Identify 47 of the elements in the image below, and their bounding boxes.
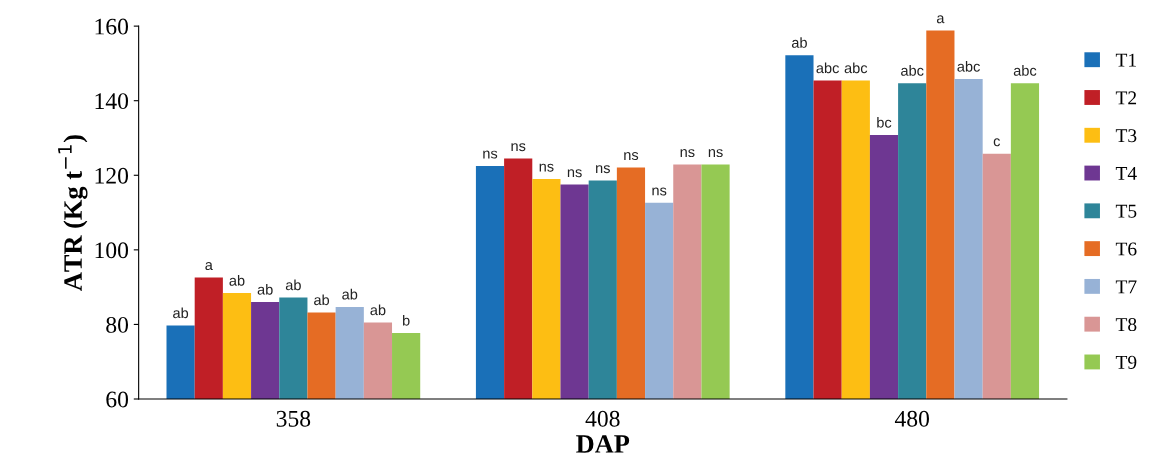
x-axis-title: DAP xyxy=(576,435,630,453)
y-tick-label: 60 xyxy=(106,391,129,408)
y-axis-title: ATR (Kg t$^{−1}$) xyxy=(58,135,88,291)
legend-label: T9 xyxy=(1115,355,1137,369)
y-tick-label: 100 xyxy=(95,242,129,259)
data-label: bc xyxy=(877,116,892,128)
data-label: abc xyxy=(957,61,980,72)
data-label: a xyxy=(936,15,945,24)
y-tick-label: 160 xyxy=(95,18,129,35)
data-label: abc xyxy=(901,65,924,76)
y-tick-label: 80 xyxy=(106,316,129,333)
data-label: ab xyxy=(342,288,358,300)
legend-label: T3 xyxy=(1115,129,1137,143)
data-label: ns xyxy=(511,143,526,152)
data-label: ns xyxy=(539,163,554,172)
data-label: ns xyxy=(624,152,639,161)
data-label: a xyxy=(205,262,213,271)
data-label: ns xyxy=(652,187,667,196)
y-tick-label: 140 xyxy=(95,93,129,110)
legend-label: T1 xyxy=(1115,53,1136,67)
legend-label: T8 xyxy=(1115,318,1137,332)
y-tick-label: 120 xyxy=(95,167,129,184)
legend-label: T5 xyxy=(1115,204,1137,218)
data-label: ab xyxy=(229,275,245,286)
data-label: ns xyxy=(567,169,582,178)
legend-label: T7 xyxy=(1115,280,1137,294)
x-tick-label: 480 xyxy=(894,410,929,427)
data-label: ab xyxy=(285,279,301,291)
data-label: c xyxy=(993,138,1001,147)
data-label: ns xyxy=(708,149,723,158)
data-label: ab xyxy=(257,283,273,295)
x-tick-label: 358 xyxy=(276,410,311,427)
data-label: ab xyxy=(173,307,189,319)
data-label: ns xyxy=(596,165,610,174)
data-label: abc xyxy=(844,62,868,74)
data-label: ab xyxy=(314,294,330,306)
legend-label: T6 xyxy=(1115,242,1137,256)
data-label: abc xyxy=(816,62,839,74)
x-tick-label: 408 xyxy=(585,410,620,427)
data-label: ab xyxy=(791,37,807,48)
data-label: ab xyxy=(370,304,386,316)
legend-label: T4 xyxy=(1115,167,1137,180)
data-label: ns xyxy=(483,150,498,159)
data-label: abc xyxy=(1013,65,1037,76)
data-label: b xyxy=(403,314,410,326)
legend-label: T2 xyxy=(1115,91,1137,105)
data-label: ns xyxy=(680,149,695,158)
